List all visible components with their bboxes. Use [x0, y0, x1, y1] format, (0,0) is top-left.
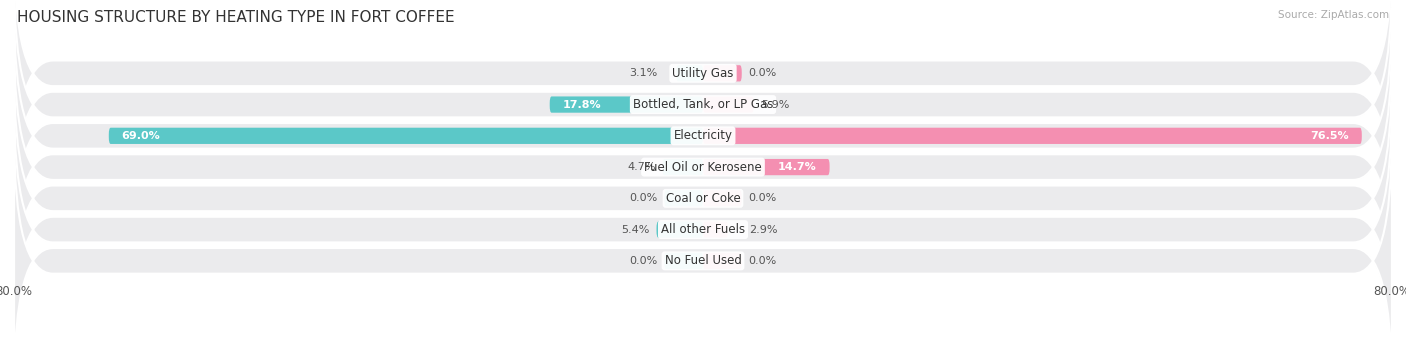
FancyBboxPatch shape: [703, 190, 742, 206]
Text: No Fuel Used: No Fuel Used: [665, 254, 741, 267]
FancyBboxPatch shape: [664, 253, 703, 269]
Text: 0.0%: 0.0%: [628, 193, 658, 203]
FancyBboxPatch shape: [703, 222, 728, 238]
Text: Electricity: Electricity: [673, 129, 733, 142]
Text: 0.0%: 0.0%: [628, 256, 658, 266]
Text: 2.9%: 2.9%: [748, 225, 778, 235]
Text: All other Fuels: All other Fuels: [661, 223, 745, 236]
FancyBboxPatch shape: [662, 159, 703, 175]
Text: Bottled, Tank, or LP Gas: Bottled, Tank, or LP Gas: [633, 98, 773, 111]
FancyBboxPatch shape: [14, 0, 1392, 233]
Text: HOUSING STRUCTURE BY HEATING TYPE IN FORT COFFEE: HOUSING STRUCTURE BY HEATING TYPE IN FOR…: [17, 10, 454, 25]
FancyBboxPatch shape: [676, 65, 703, 81]
FancyBboxPatch shape: [14, 102, 1392, 341]
FancyBboxPatch shape: [550, 97, 703, 113]
Text: 3.1%: 3.1%: [628, 68, 658, 78]
Text: 0.0%: 0.0%: [748, 68, 778, 78]
FancyBboxPatch shape: [703, 159, 830, 175]
Text: Source: ZipAtlas.com: Source: ZipAtlas.com: [1278, 10, 1389, 20]
Text: Coal or Coke: Coal or Coke: [665, 192, 741, 205]
Legend: Owner-occupied, Renter-occupied: Owner-occupied, Renter-occupied: [568, 336, 838, 341]
FancyBboxPatch shape: [703, 128, 1362, 144]
Text: Utility Gas: Utility Gas: [672, 67, 734, 80]
FancyBboxPatch shape: [703, 97, 754, 113]
Text: 69.0%: 69.0%: [122, 131, 160, 141]
FancyBboxPatch shape: [14, 0, 1392, 201]
Text: 14.7%: 14.7%: [778, 162, 817, 172]
FancyBboxPatch shape: [14, 39, 1392, 295]
FancyBboxPatch shape: [108, 128, 703, 144]
Text: 4.7%: 4.7%: [627, 162, 655, 172]
Text: 0.0%: 0.0%: [748, 193, 778, 203]
FancyBboxPatch shape: [703, 65, 742, 81]
FancyBboxPatch shape: [14, 8, 1392, 264]
FancyBboxPatch shape: [664, 190, 703, 206]
FancyBboxPatch shape: [657, 222, 703, 238]
Text: 0.0%: 0.0%: [748, 256, 778, 266]
Text: 17.8%: 17.8%: [562, 100, 602, 109]
FancyBboxPatch shape: [14, 133, 1392, 341]
FancyBboxPatch shape: [14, 71, 1392, 326]
Text: 5.4%: 5.4%: [621, 225, 650, 235]
Text: 76.5%: 76.5%: [1310, 131, 1348, 141]
FancyBboxPatch shape: [703, 253, 742, 269]
Text: 5.9%: 5.9%: [761, 100, 789, 109]
Text: Fuel Oil or Kerosene: Fuel Oil or Kerosene: [644, 161, 762, 174]
